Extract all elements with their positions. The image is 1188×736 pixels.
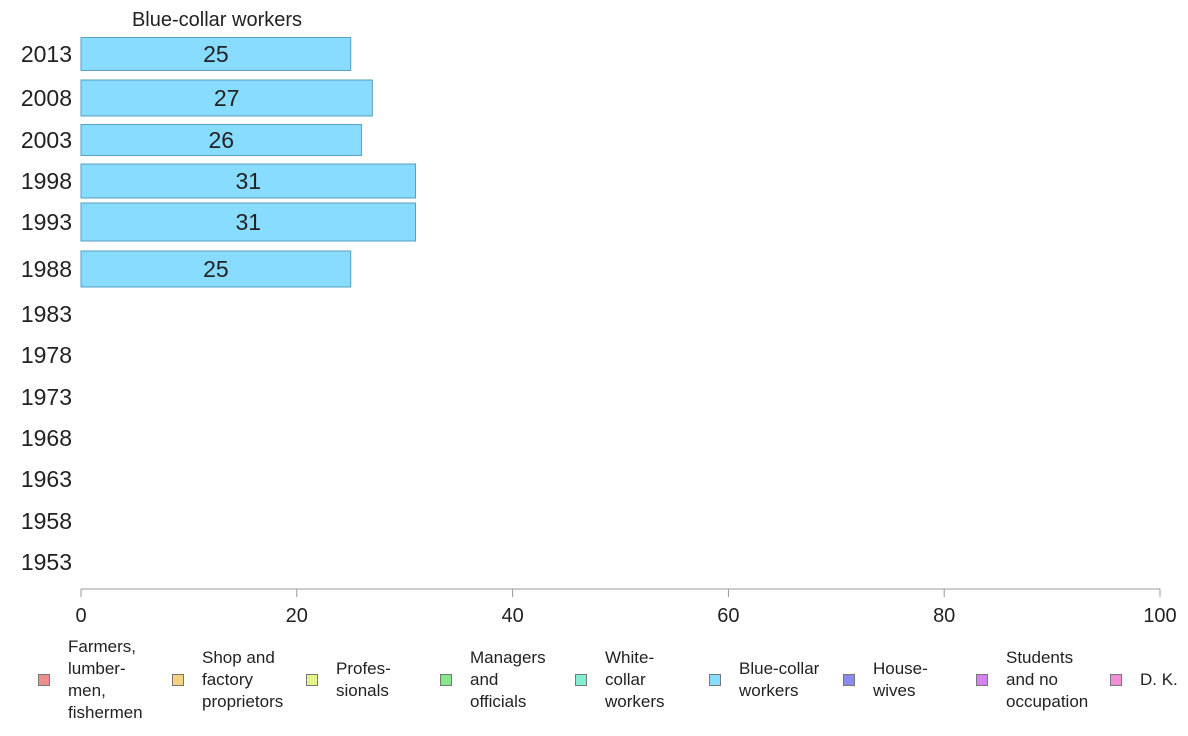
legend-item: Profes- sionals (306, 658, 391, 702)
legend-label: Profes- sionals (336, 659, 391, 700)
legend-swatch (575, 674, 587, 686)
year-label: 1983 (21, 301, 72, 327)
bar-2003 (80, 124, 363, 156)
legend-label: Farmers, lumber- men, fishermen (68, 637, 143, 722)
legend-item: Blue-collar workers (709, 658, 819, 702)
legend-label: Managers and officials (470, 648, 546, 711)
year-label: 1953 (21, 549, 72, 575)
legend-label: D. K. (1140, 670, 1178, 689)
legend-item: Shop and factory proprietors (172, 647, 283, 713)
legend-swatch (1110, 674, 1122, 686)
legend-item: D. K. (1110, 669, 1178, 691)
year-label: 1973 (21, 384, 72, 410)
year-label: 1968 (21, 425, 72, 451)
x-tick-label: 80 (933, 605, 955, 627)
x-tick-label: 100 (1143, 605, 1176, 627)
bar-value-label: 25 (203, 256, 229, 282)
x-tick-label: 0 (75, 605, 86, 627)
legend-swatch (976, 674, 988, 686)
year-label: 2008 (21, 85, 72, 111)
bar-2013 (80, 37, 352, 71)
legend-swatch (440, 674, 452, 686)
legend-label: Shop and factory proprietors (202, 648, 284, 711)
legend-label: Students and no occupation (1006, 648, 1089, 711)
legend: Farmers, lumber- men, fishermen Shop and … (0, 637, 1188, 726)
legend-label: White- collar workers (605, 648, 665, 711)
x-tick-label: 60 (717, 605, 739, 627)
chart-title: Blue-collar workers (132, 9, 302, 31)
x-axis-ticks: 0 20 40 60 80 100 (75, 589, 1177, 627)
year-label: 1978 (21, 342, 72, 368)
legend-item: House- wives (843, 658, 928, 702)
legend-swatch (306, 674, 318, 686)
legend-item: Managers and officials (440, 647, 546, 713)
legend-item: Farmers, lumber- men, fishermen (38, 636, 143, 724)
legend-swatch (843, 674, 855, 686)
legend-swatch (38, 674, 50, 686)
bar-value-label: 31 (235, 209, 261, 235)
bar-1993 (80, 202, 416, 242)
legend-swatch (172, 674, 184, 686)
year-label: 2003 (21, 127, 72, 153)
year-label: 1958 (21, 508, 72, 534)
year-label: 1988 (21, 256, 72, 282)
bar-value-label: 25 (203, 41, 229, 67)
year-label: 1993 (21, 209, 72, 235)
bar-2008 (80, 79, 373, 117)
bar-1998 (80, 163, 416, 199)
legend-swatch (709, 674, 721, 686)
x-tick-label: 20 (286, 605, 308, 627)
year-label: 2013 (21, 41, 72, 67)
bar-1988 (80, 250, 352, 288)
year-axis-labels: 2013 2008 2003 1998 1993 1988 1983 1978 1973 1968… (21, 41, 72, 575)
bars (80, 37, 416, 288)
legend-item: Students and no occupation (976, 647, 1088, 713)
legend-label: House- wives (873, 659, 928, 700)
legend-item: White- collar workers (575, 647, 665, 713)
year-label: 1998 (21, 168, 72, 194)
legend-label: Blue-collar workers (739, 659, 820, 700)
bar-value-label: 26 (208, 127, 234, 153)
year-label: 1963 (21, 466, 72, 492)
bar-chart: Blue-collar workers 2013 2008 2003 1998 1993… (21, 9, 1177, 627)
bar-value-label: 31 (235, 168, 261, 194)
x-tick-label: 40 (501, 605, 523, 627)
bar-value-label: 27 (214, 85, 240, 111)
